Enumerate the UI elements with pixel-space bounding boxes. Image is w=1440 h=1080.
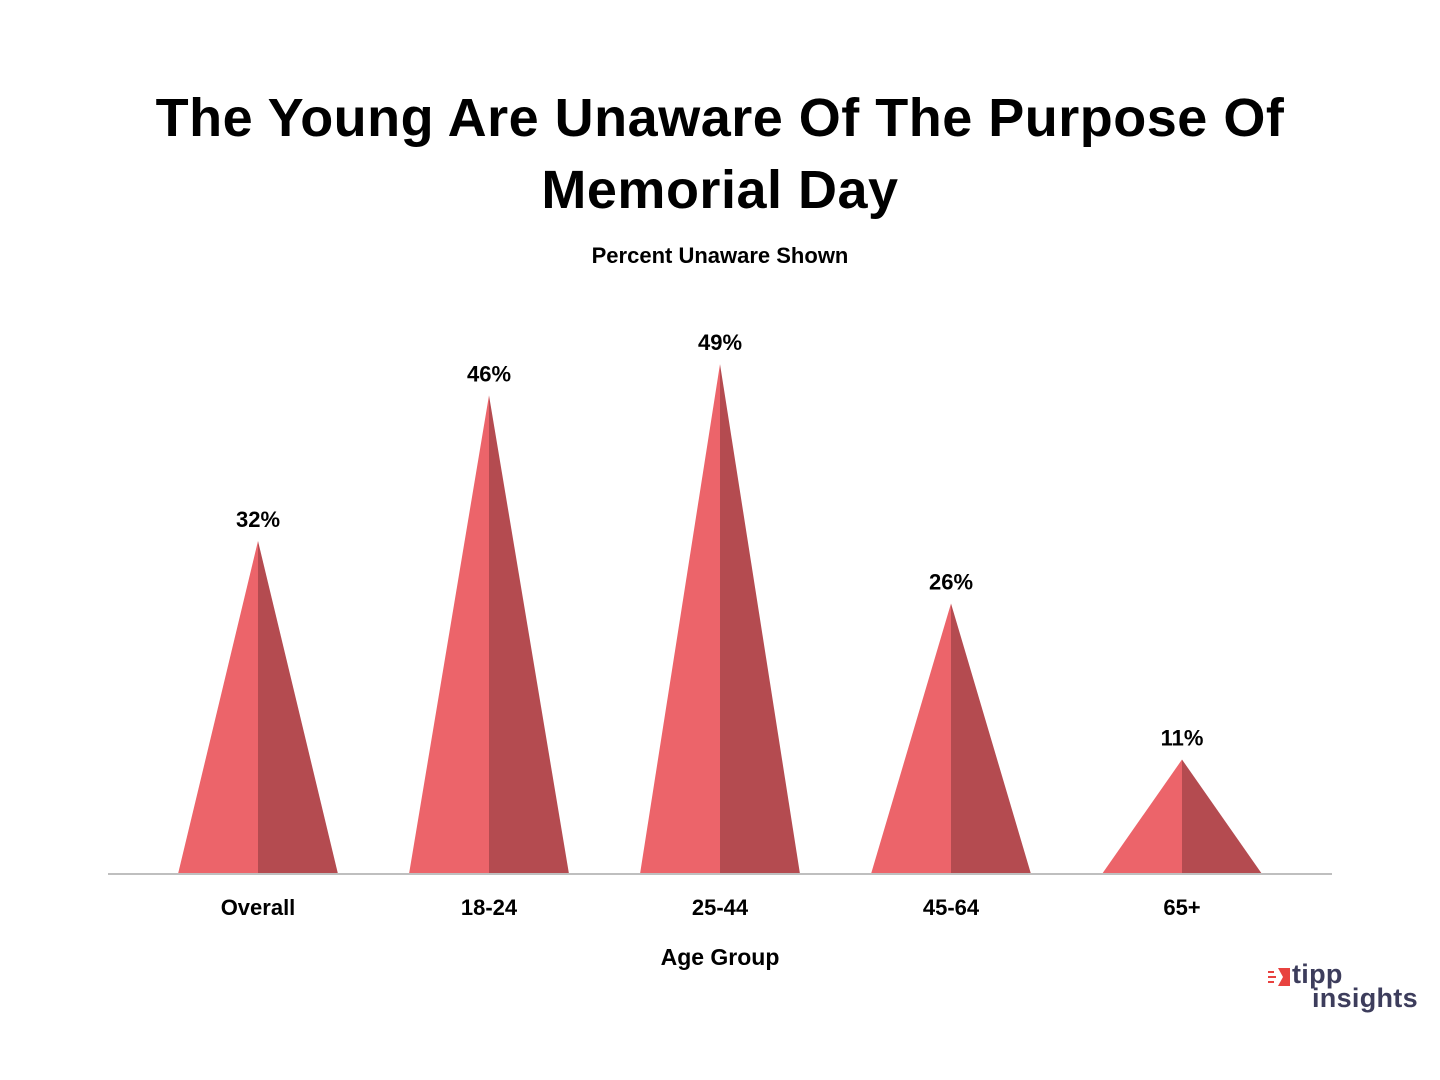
bar-left-face <box>409 395 489 874</box>
tipp-insights-logo: tipp insights <box>1268 960 1428 1020</box>
data-label: 26% <box>929 569 973 594</box>
x-tick-label: Overall <box>221 895 296 920</box>
logo-flag-icon <box>1268 968 1290 986</box>
bar-left-face <box>178 541 258 874</box>
bar-left-face <box>871 603 951 874</box>
bar-right-face <box>489 395 569 874</box>
bar-left-face <box>640 364 720 874</box>
data-label: 32% <box>236 507 280 532</box>
data-label: 46% <box>467 361 511 386</box>
bar-right-face <box>1182 759 1262 874</box>
data-label: 11% <box>1161 726 1204 751</box>
x-axis-title: Age Group <box>661 944 780 970</box>
data-label: 49% <box>698 330 742 355</box>
bar-65- <box>1102 759 1262 874</box>
x-tick-label: 45-64 <box>923 895 980 920</box>
x-tick-label: 25-44 <box>692 895 749 920</box>
logo-text-tipp: tipp <box>1292 959 1343 989</box>
bar-right-face <box>951 603 1031 874</box>
bar-45-64 <box>871 603 1031 874</box>
bar-18-24 <box>409 395 569 874</box>
x-tick-label: 65+ <box>1163 895 1200 920</box>
bar-right-face <box>258 541 338 874</box>
x-tick-label: 18-24 <box>461 895 518 920</box>
bar-overall <box>178 541 338 874</box>
bar-right-face <box>720 364 800 874</box>
chart-title: The Young Are Unaware Of The Purpose Of … <box>155 88 1285 220</box>
logo-text-insights: insights <box>1312 983 1418 1013</box>
bar-25-44 <box>640 364 800 874</box>
bar-left-face <box>1102 759 1182 874</box>
chart-subtitle: Percent Unaware Shown <box>591 243 849 268</box>
